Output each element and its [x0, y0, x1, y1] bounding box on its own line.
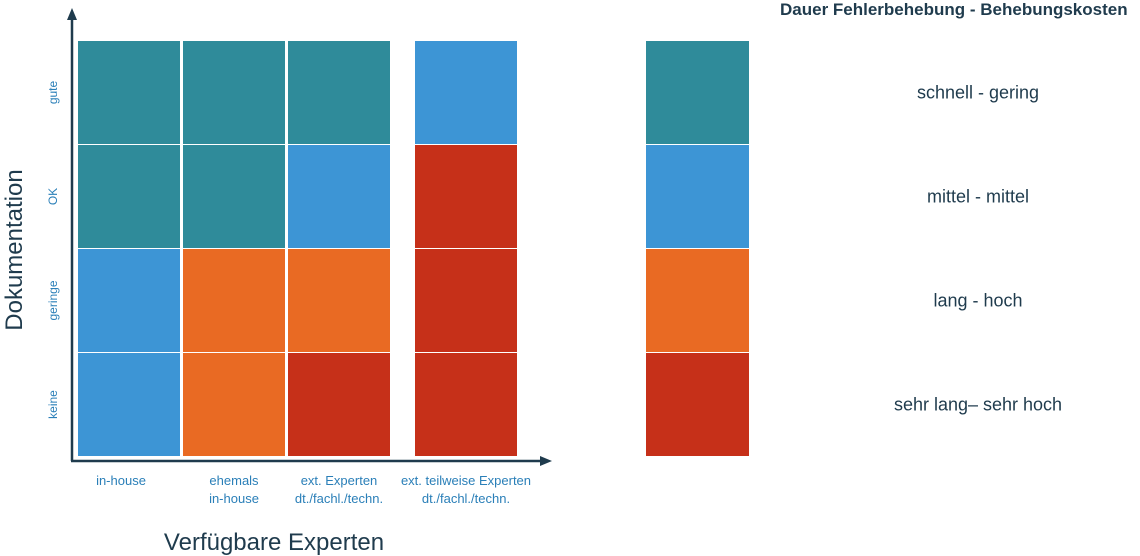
y-tick-label: geringe — [46, 280, 60, 320]
heatmap-cell — [415, 145, 517, 248]
heatmap-cell — [415, 353, 517, 456]
x-axis-arrow — [540, 456, 552, 466]
heatmap-cell — [183, 249, 285, 352]
heatmap-cell — [78, 145, 180, 248]
x-tick-label: ehemals — [209, 473, 259, 488]
legend-label: sehr lang– sehr hoch — [894, 395, 1062, 415]
x-tick-label: ext. Experten — [301, 473, 378, 488]
heatmap-cell — [415, 41, 517, 144]
legend-swatch — [646, 353, 749, 456]
x-tick-label: ext. teilweise Experten — [401, 473, 531, 488]
x-tick-label: in-house — [209, 491, 259, 506]
heatmap-cell — [288, 41, 390, 144]
y-tick-label: OK — [46, 188, 60, 205]
legend-title: Dauer Fehlerbehebung - Behebungskosten — [780, 0, 1128, 19]
legend-label: lang - hoch — [933, 291, 1022, 311]
heatmap-cell — [183, 41, 285, 144]
x-tick-label: in-house — [96, 473, 146, 488]
heatmap-cell — [78, 41, 180, 144]
heatmap-cell — [288, 249, 390, 352]
x-axis-title: Verfügbare Experten — [164, 529, 384, 556]
heatmap-cell — [183, 145, 285, 248]
heatmap-cell — [78, 353, 180, 456]
y-axis-arrow — [67, 8, 77, 20]
heatmap-cell — [78, 249, 180, 352]
legend-label: mittel - mittel — [927, 187, 1029, 207]
legend-label: schnell - gering — [917, 83, 1039, 103]
x-tick-label: dt./fachl./techn. — [295, 491, 383, 506]
y-tick-label: gute — [46, 80, 60, 104]
legend-swatch — [646, 41, 749, 144]
heatmap-cell — [288, 353, 390, 456]
y-axis-title: Dokumentation — [1, 169, 28, 330]
heatmap-cell — [183, 353, 285, 456]
heatmap-cell — [415, 249, 517, 352]
legend-swatch — [646, 249, 749, 352]
legend-swatch — [646, 145, 749, 248]
heatmap-cell — [288, 145, 390, 248]
y-tick-label: keine — [46, 390, 60, 419]
x-tick-label: dt./fachl./techn. — [422, 491, 510, 506]
